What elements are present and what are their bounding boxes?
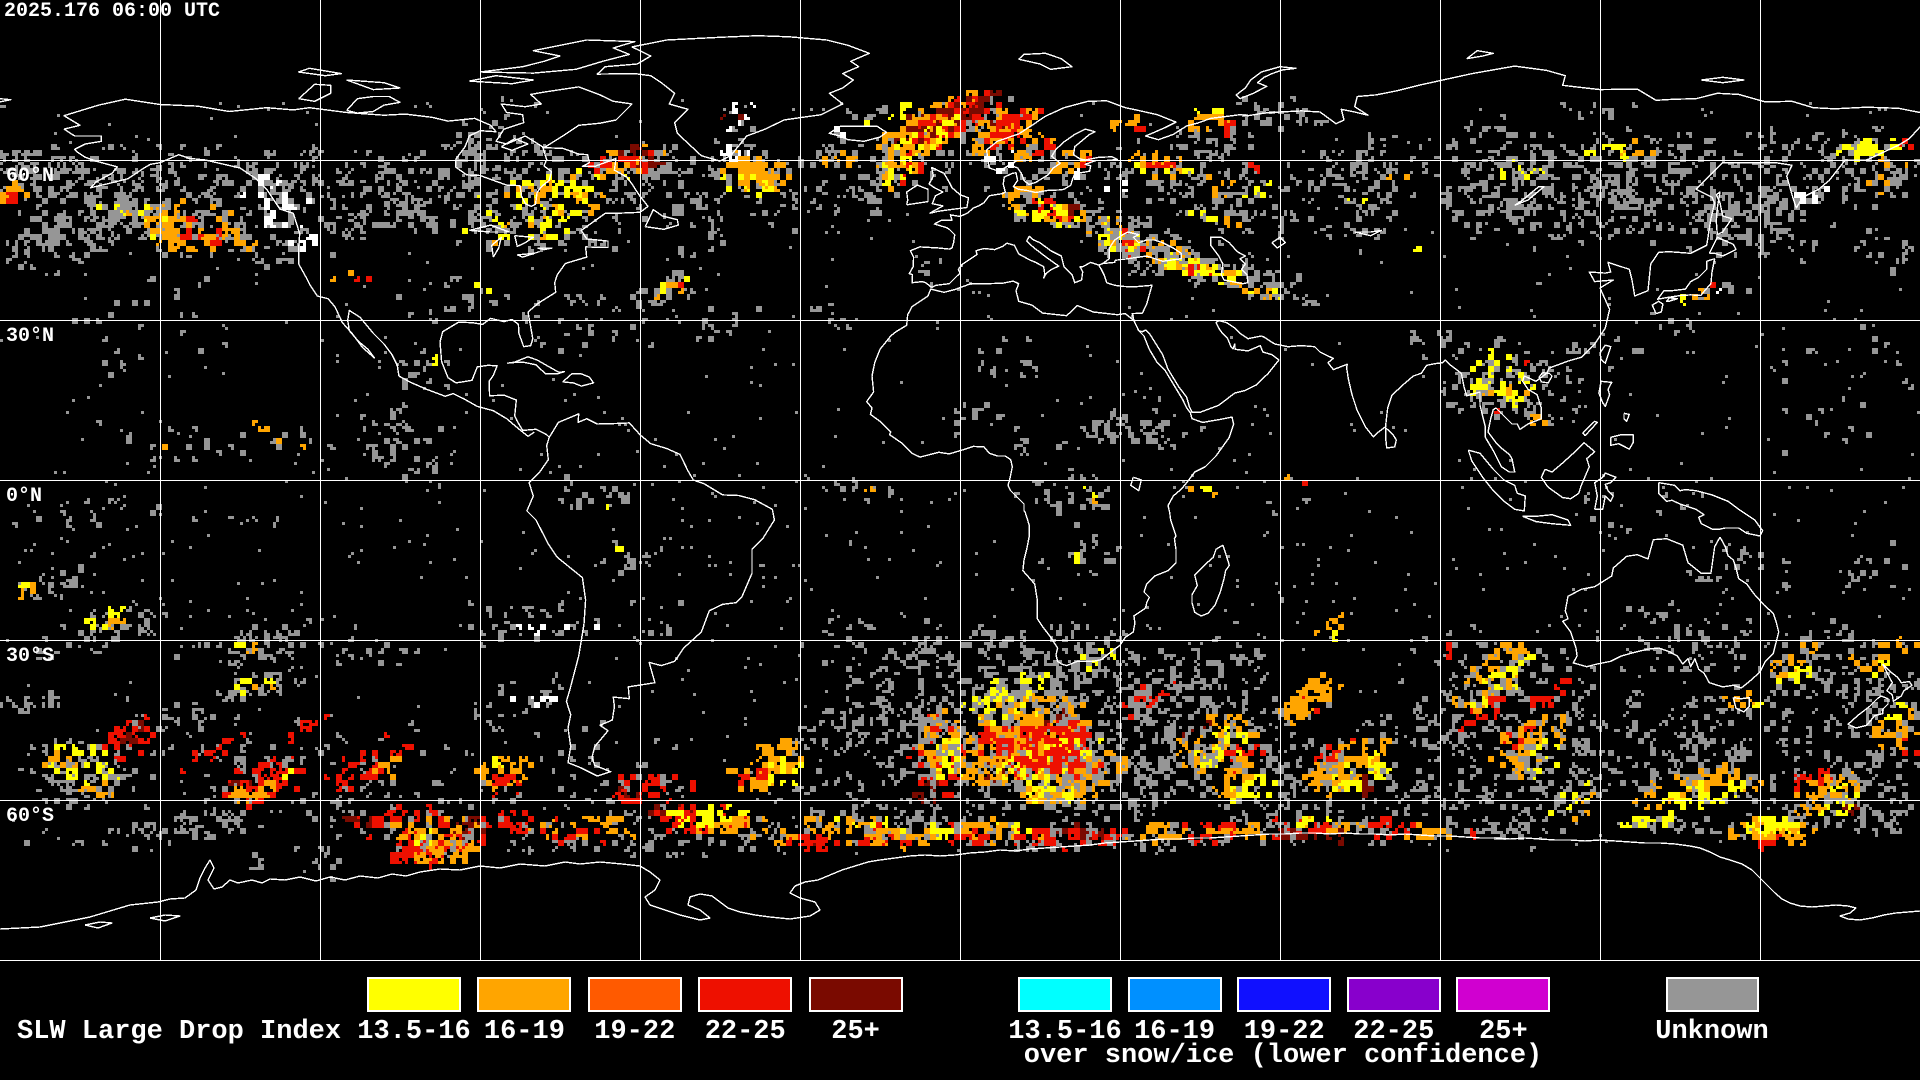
svg-text:30°N: 30°N	[6, 325, 54, 348]
svg-text:16-19: 16-19	[1134, 1017, 1215, 1047]
svg-text:25+: 25+	[831, 1017, 880, 1047]
svg-text:over snow/ice (lower confidenc: over snow/ice (lower confidence)	[1024, 1041, 1542, 1071]
svg-text:13.5-16: 13.5-16	[357, 1017, 470, 1047]
svg-text:60°S: 60°S	[6, 805, 54, 828]
svg-text:25+: 25+	[1479, 1017, 1528, 1047]
svg-text:SLW Large Drop Index: SLW Large Drop Index	[17, 1017, 341, 1047]
svg-text:60°N: 60°N	[6, 165, 54, 188]
svg-text:22-25: 22-25	[705, 1017, 786, 1047]
svg-text:30°S: 30°S	[6, 645, 54, 668]
svg-text:22-25: 22-25	[1353, 1017, 1434, 1047]
svg-text:Unknown: Unknown	[1655, 1017, 1768, 1047]
svg-text:16-19: 16-19	[484, 1017, 565, 1047]
svg-text:0°N: 0°N	[6, 485, 42, 508]
svg-text:2025.176 06:00 UTC: 2025.176 06:00 UTC	[4, 0, 220, 23]
svg-text:19-22: 19-22	[594, 1017, 675, 1047]
svg-text:19-22: 19-22	[1244, 1017, 1325, 1047]
svg-text:13.5-16: 13.5-16	[1008, 1017, 1121, 1047]
